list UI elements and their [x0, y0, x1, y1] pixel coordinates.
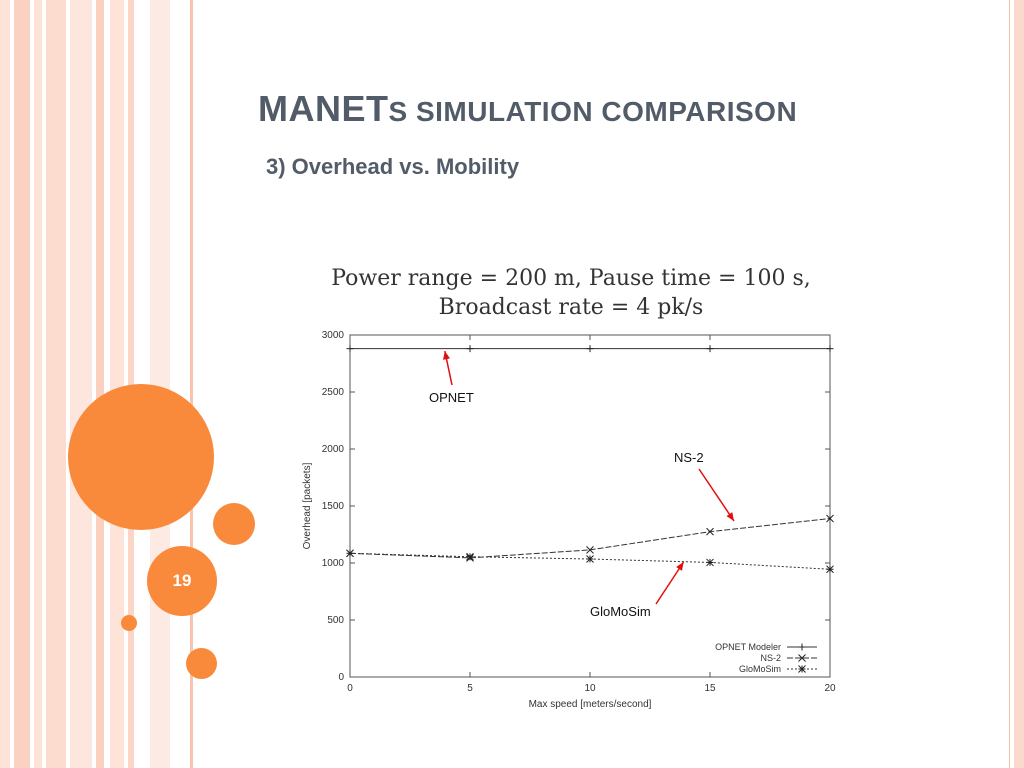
marker-stroke	[798, 654, 806, 662]
marker-stroke	[706, 527, 714, 536]
data-point-glomosim	[346, 549, 354, 558]
stripe	[0, 0, 10, 768]
arrow-glomosim	[655, 561, 685, 605]
x-tick-label: 15	[704, 683, 716, 694]
data-point-ns-2	[826, 514, 834, 523]
legend-marker-opnet-modeler	[798, 643, 806, 651]
stripe	[96, 0, 104, 768]
page-number: 19	[147, 546, 217, 616]
chart-series	[346, 345, 834, 574]
data-point-glomosim	[826, 565, 834, 574]
x-axis-label: Max speed [meters/second]	[529, 699, 652, 710]
data-point-opnet-modeler	[826, 345, 834, 353]
marker-stroke	[586, 546, 594, 554]
legend-label-opnet-modeler: OPNET Modeler	[715, 642, 781, 652]
y-tick-label: 500	[327, 615, 344, 626]
marker-stroke	[798, 665, 806, 673]
stripe	[46, 0, 66, 768]
x-tick-label: 20	[824, 683, 836, 694]
arrow-head	[443, 351, 450, 360]
marker-stroke	[346, 549, 354, 558]
decorative-circle	[186, 648, 217, 679]
arrow-shaft	[698, 468, 735, 522]
chart-title-line1: Power range = 200 m, Pause time = 100 s,	[331, 266, 811, 291]
annotation-ns2: NS-2	[674, 450, 704, 465]
y-tick-label: 3000	[322, 330, 345, 341]
slide-title-main: MANET	[258, 88, 389, 129]
arrow-shaft	[655, 561, 685, 605]
chart-container: Power range = 200 m, Pause time = 100 s,…	[290, 255, 850, 715]
annotation-opnet: OPNET	[429, 390, 474, 405]
data-point-opnet-modeler	[586, 345, 594, 353]
decorative-circle-small	[121, 615, 137, 631]
legend-label-glomosim: GloMoSim	[739, 664, 781, 674]
legend-marker-glomosim	[798, 665, 806, 673]
data-point-ns-2	[706, 527, 714, 536]
arrow-opnet	[443, 350, 453, 386]
arrow-head	[726, 512, 734, 521]
marker-stroke	[826, 565, 834, 574]
slide-title-rest: s simulation comparison	[388, 96, 798, 127]
arrow-head	[676, 562, 684, 571]
decorative-circle-large	[68, 384, 214, 530]
data-point-glomosim	[466, 552, 474, 561]
marker-stroke	[466, 552, 474, 561]
data-point-opnet-modeler	[346, 345, 354, 353]
slide-subtitle: 3) Overhead vs. Mobility	[266, 154, 520, 179]
slide-title: MANETs simulation comparison	[258, 88, 797, 130]
chart-annotations: OPNET NS-2 GloMoSim	[429, 350, 735, 619]
right-border	[1014, 0, 1024, 768]
stripe	[70, 0, 92, 768]
y-axis-label: Overhead [packets]	[302, 462, 313, 549]
y-tick-label: 1500	[322, 501, 345, 512]
stripe	[14, 0, 30, 768]
chart-title-line2: Broadcast rate = 4 pk/s	[439, 295, 704, 320]
stripe	[34, 0, 42, 768]
arrow-ns2	[698, 468, 735, 522]
plot-frame	[349, 334, 831, 678]
data-point-opnet-modeler	[706, 345, 714, 353]
decorative-stripes	[0, 0, 200, 768]
stripe	[110, 0, 124, 768]
x-tick-label: 0	[347, 683, 353, 694]
y-tick-label: 0	[338, 672, 344, 683]
marker-stroke	[706, 558, 714, 567]
y-tick-label: 1000	[322, 558, 345, 569]
marker-stroke	[586, 555, 594, 563]
chart-axes: 0 5 10 15 20 0 500 1000 1500 2000 2500 3000	[322, 330, 836, 694]
legend-label-ns-2: NS-2	[760, 653, 781, 663]
x-tick-label: 10	[584, 683, 596, 694]
decorative-circle	[213, 503, 255, 545]
x-tick-label: 5	[467, 683, 473, 694]
data-point-glomosim	[586, 555, 594, 563]
annotation-glomosim: GloMoSim	[590, 604, 651, 619]
stripe	[190, 0, 193, 768]
data-point-opnet-modeler	[466, 345, 474, 353]
legend-marker-ns-2	[798, 654, 806, 662]
overhead-vs-mobility-chart: Power range = 200 m, Pause time = 100 s,…	[302, 266, 836, 710]
y-tick-label: 2000	[322, 444, 345, 455]
data-point-ns-2	[586, 546, 594, 554]
right-border-line	[1009, 0, 1010, 768]
marker-stroke	[826, 514, 834, 523]
y-tick-label: 2500	[322, 387, 345, 398]
series-line-ns-2	[349, 518, 831, 559]
data-point-glomosim	[706, 558, 714, 567]
